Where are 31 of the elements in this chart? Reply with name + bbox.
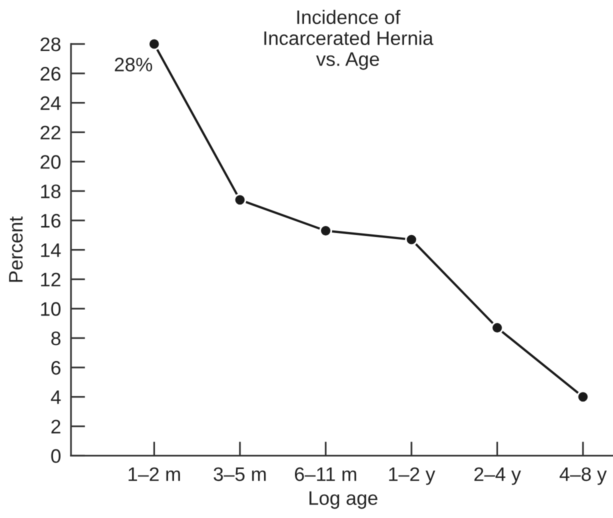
y-tick-label: 22 [40, 126, 60, 140]
y-tick-label: 0 [51, 449, 61, 463]
y-tick-label: 14 [41, 244, 61, 257]
y-tick-label: 24 [40, 96, 61, 110]
y-tick-label: 20 [40, 155, 61, 169]
y-tick-label: 10 [41, 302, 61, 316]
y-tick-label: 16 [41, 214, 60, 228]
y-tick-label: 2 [51, 420, 60, 434]
y-tick-label: 8 [51, 332, 60, 346]
x-tick-label: 1–2 m [128, 467, 180, 481]
y-axis-title: Percent [9, 216, 23, 282]
point [319, 224, 332, 238]
x-tick-label: 4–8 y [560, 467, 607, 485]
point [234, 193, 246, 206]
point [148, 38, 161, 50]
y-tick-label: 26 [40, 66, 60, 81]
y-tick-label: 4 [50, 390, 61, 404]
y-tick-label: 18 [41, 184, 60, 198]
point [490, 321, 504, 334]
data-label: 28% [114, 58, 152, 72]
y-tick-label: 28 [40, 37, 60, 52]
y-tick-label: 6 [51, 360, 60, 375]
x-tick-label: 1–2 y [389, 467, 436, 485]
chart-title: Incidence of Incarcerated Hernia vs. Age [264, 10, 434, 70]
x-tick-label: 2–4 y [474, 467, 521, 485]
point [405, 233, 418, 246]
x-tick-label: 6–11 m [294, 467, 356, 482]
point [576, 390, 590, 404]
x-tick-label: 3–5 m [214, 467, 266, 482]
y-tick-label: 12 [41, 272, 60, 286]
x-axis-title: Log age [310, 491, 378, 509]
